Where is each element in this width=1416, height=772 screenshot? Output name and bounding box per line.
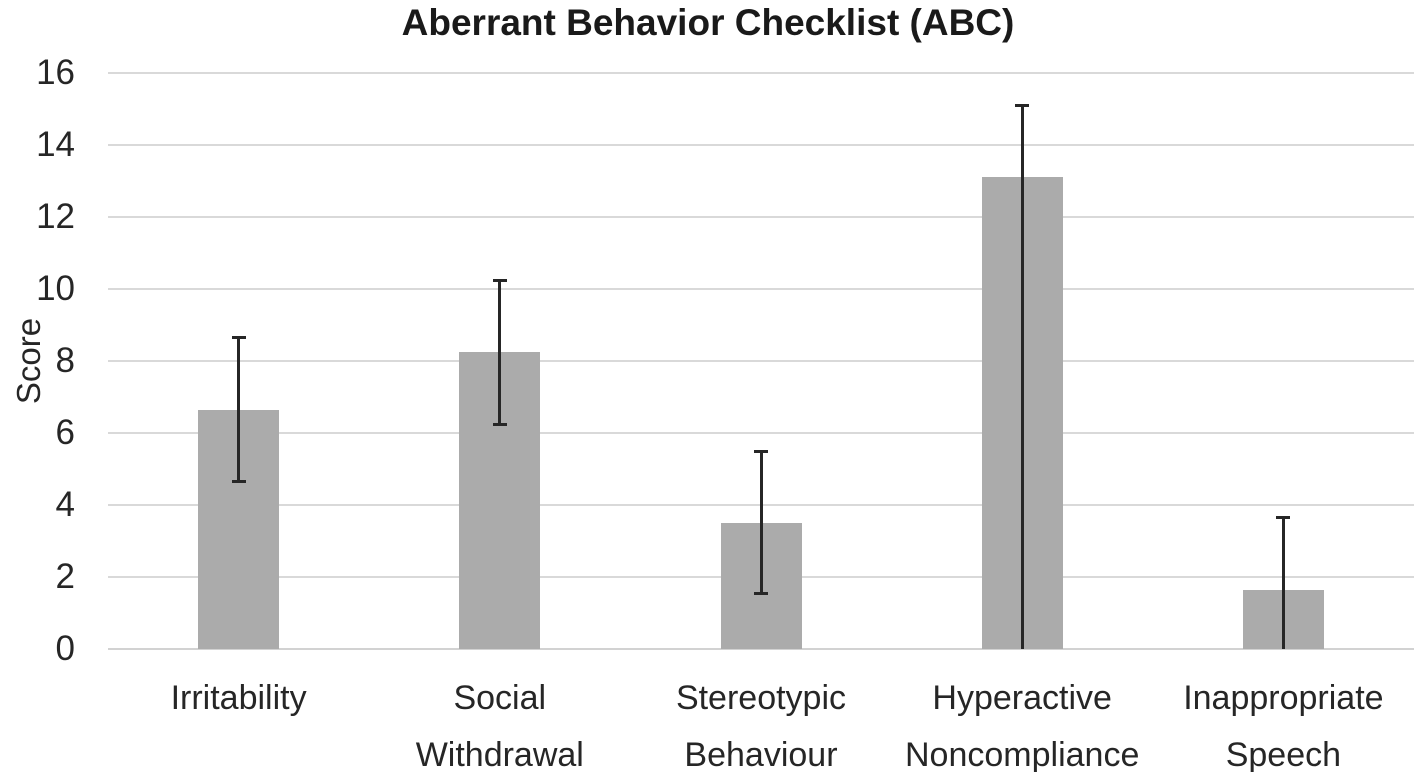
- error-bar-cap-bottom: [492, 422, 507, 426]
- error-bar-cap-top: [231, 336, 246, 340]
- error-bar-line: [237, 336, 241, 482]
- category-label: Hyperactive Noncompliance: [892, 670, 1153, 772]
- y-tick-label: 14: [36, 125, 75, 164]
- chart-title: Aberrant Behavior Checklist (ABC): [401, 2, 1015, 43]
- y-tick-label: 16: [36, 53, 75, 92]
- category-label-line: Noncompliance: [905, 736, 1140, 772]
- error-bar-cap-bottom: [754, 591, 768, 595]
- category-label: Stereotypic Behaviour: [630, 670, 891, 772]
- error-bar-cap-top: [1276, 516, 1291, 520]
- category-label-line: Irritability: [170, 679, 307, 717]
- category-label: Irritability: [108, 670, 369, 727]
- category-label-line: Social Withdrawal: [415, 679, 584, 772]
- category-label: Social Withdrawal: [369, 670, 630, 772]
- error-bar-cap-top: [754, 449, 768, 453]
- y-tick-label: 10: [36, 269, 75, 308]
- error-bar-line: [759, 450, 763, 594]
- gridline: [108, 216, 1414, 218]
- category-label-line: Speech: [1225, 736, 1342, 772]
- gridline: [108, 144, 1414, 146]
- y-tick-label: 6: [55, 413, 75, 452]
- category-label-line: Stereotypic: [675, 679, 847, 717]
- error-bar-cap-top: [492, 278, 507, 282]
- y-tick-label: 0: [55, 629, 75, 668]
- y-tick-label: 2: [55, 557, 75, 596]
- gridline: [108, 432, 1414, 434]
- gridline: [108, 360, 1414, 362]
- error-bar-cap-top: [1015, 103, 1030, 107]
- y-tick-label: 12: [36, 197, 75, 236]
- plot-area: [108, 72, 1414, 650]
- error-bar-line: [1281, 516, 1285, 649]
- category-label: Inappropriate Speech: [1153, 670, 1414, 772]
- x-axis-baseline: [108, 648, 1414, 650]
- y-tick-label: 8: [55, 341, 75, 380]
- category-label-line: Behaviour: [684, 736, 838, 772]
- y-tick-label: 4: [55, 485, 75, 524]
- error-bar-line: [498, 279, 502, 424]
- error-bar-line: [1020, 104, 1024, 649]
- gridline: [108, 288, 1414, 290]
- error-bar-cap-bottom: [231, 480, 246, 484]
- category-label-line: Hyperactive: [932, 679, 1112, 717]
- category-label-line: Inappropriate: [1183, 679, 1384, 717]
- gridline: [108, 72, 1414, 74]
